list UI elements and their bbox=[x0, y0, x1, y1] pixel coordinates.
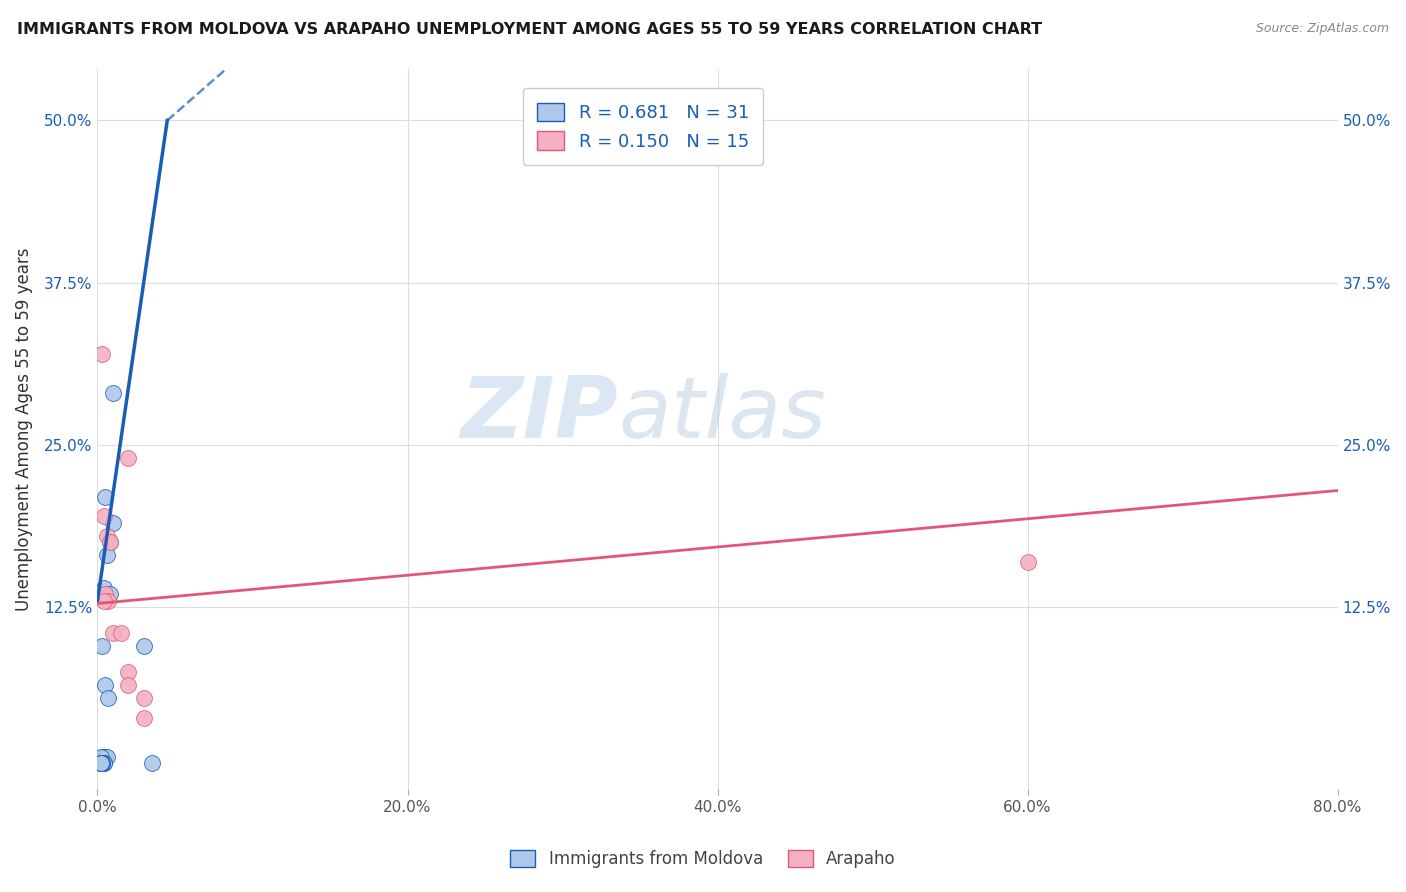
Point bbox=[91, 640, 114, 654]
Point bbox=[110, 626, 132, 640]
Point bbox=[91, 756, 114, 771]
Text: Source: ZipAtlas.com: Source: ZipAtlas.com bbox=[1256, 22, 1389, 36]
Point bbox=[90, 749, 112, 764]
Point bbox=[94, 749, 117, 764]
Point bbox=[96, 529, 118, 543]
Point bbox=[94, 490, 117, 504]
Point bbox=[117, 678, 139, 692]
Point bbox=[93, 749, 115, 764]
Point bbox=[93, 756, 115, 771]
Point bbox=[117, 451, 139, 466]
Point bbox=[91, 756, 114, 771]
Text: ZIP: ZIP bbox=[461, 373, 619, 456]
Point bbox=[98, 587, 121, 601]
Point bbox=[101, 516, 124, 530]
Point bbox=[117, 665, 139, 680]
Point bbox=[132, 640, 155, 654]
Point bbox=[132, 691, 155, 706]
Point bbox=[91, 749, 114, 764]
Point bbox=[90, 756, 112, 771]
Point bbox=[97, 594, 120, 608]
Point bbox=[98, 535, 121, 549]
Point bbox=[94, 587, 117, 601]
Point bbox=[94, 678, 117, 692]
Point bbox=[93, 509, 115, 524]
Point bbox=[96, 749, 118, 764]
Point bbox=[101, 386, 124, 401]
Point bbox=[101, 626, 124, 640]
Point bbox=[141, 756, 163, 771]
Point bbox=[90, 756, 112, 771]
Point bbox=[91, 756, 114, 771]
Point bbox=[91, 756, 114, 771]
Legend: R = 0.681   N = 31, R = 0.150   N = 15: R = 0.681 N = 31, R = 0.150 N = 15 bbox=[523, 88, 763, 165]
Point bbox=[93, 756, 115, 771]
Point bbox=[90, 756, 112, 771]
Y-axis label: Unemployment Among Ages 55 to 59 years: Unemployment Among Ages 55 to 59 years bbox=[15, 247, 32, 611]
Point bbox=[91, 756, 114, 771]
Point bbox=[90, 756, 112, 771]
Point bbox=[91, 347, 114, 361]
Point bbox=[93, 581, 115, 595]
Point bbox=[98, 535, 121, 549]
Point bbox=[1017, 555, 1039, 569]
Point bbox=[90, 756, 112, 771]
Text: atlas: atlas bbox=[619, 373, 827, 456]
Point bbox=[96, 549, 118, 563]
Legend: Immigrants from Moldova, Arapaho: Immigrants from Moldova, Arapaho bbox=[503, 843, 903, 875]
Point bbox=[90, 756, 112, 771]
Point bbox=[91, 756, 114, 771]
Point bbox=[93, 594, 115, 608]
Text: IMMIGRANTS FROM MOLDOVA VS ARAPAHO UNEMPLOYMENT AMONG AGES 55 TO 59 YEARS CORREL: IMMIGRANTS FROM MOLDOVA VS ARAPAHO UNEMP… bbox=[17, 22, 1042, 37]
Point bbox=[97, 691, 120, 706]
Point bbox=[132, 711, 155, 725]
